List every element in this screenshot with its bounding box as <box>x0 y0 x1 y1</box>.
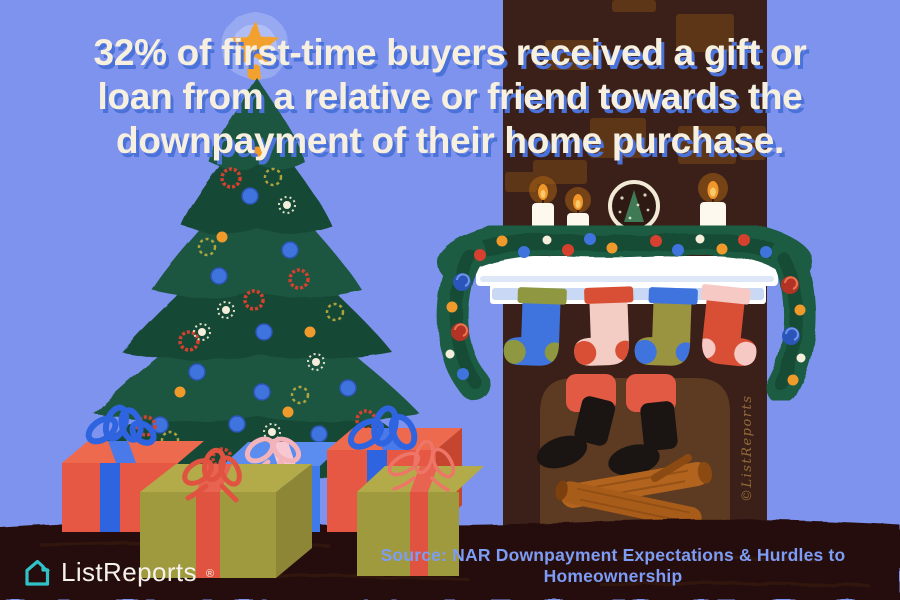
christmas-tree <box>69 12 445 480</box>
tree-ornaments <box>126 146 397 469</box>
source-attribution: Source: NAR Downpayment Expectations & H… <box>380 545 846 586</box>
watermark-text: ©ListReports <box>740 395 755 502</box>
brick-pattern <box>505 0 766 192</box>
tree-star-icon <box>221 12 289 80</box>
firewood-logs <box>555 454 713 529</box>
headline-line: loan from a relative or friend towards t… <box>97 76 803 117</box>
registered-mark: ® <box>205 567 215 580</box>
stockings <box>503 284 762 368</box>
santa-boots <box>536 396 678 476</box>
listreports-logo: ListReports ® <box>20 556 214 588</box>
headline: 32% of first-time buyers received a gift… <box>0 31 900 163</box>
headline-line: 32% of first-time buyers received a gift… <box>93 32 807 73</box>
gift-olive-right <box>357 439 484 576</box>
santa-legs <box>536 374 678 476</box>
gift-olive-left <box>140 447 312 578</box>
stocking-pink <box>572 286 634 367</box>
house-icon <box>20 556 52 588</box>
headline-line: downpayment of their home purchase. <box>116 120 784 161</box>
garland-ornaments <box>445 233 806 386</box>
swirl-baubles <box>451 273 800 345</box>
gifts <box>62 404 484 578</box>
logo-text: ListReports <box>61 556 197 587</box>
